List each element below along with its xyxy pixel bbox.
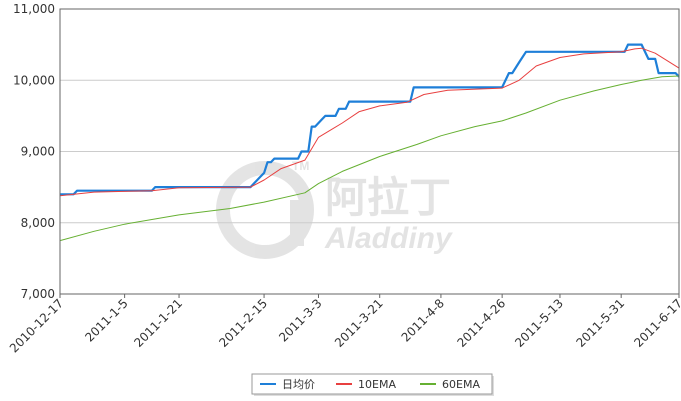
svg-text:Aladdiny: Aladdiny: [324, 222, 453, 255]
x-tick-label: 2011-1-21: [131, 296, 185, 350]
x-tick-label: 2010-12-17: [7, 296, 66, 355]
x-tick-label: 2011-5-31: [573, 296, 627, 350]
x-axis-ticks: 2010-12-17 2011-1-5 2011-1-21 2011-2-15 2011…: [7, 294, 681, 355]
x-tick-label: 2011-2-15: [216, 296, 270, 350]
legend-label-0: 日均价: [282, 378, 315, 391]
series-line-2: [59, 75, 680, 242]
x-tick-label: 2011-6-17: [631, 296, 681, 350]
y-tick-label: 11,000: [13, 2, 55, 16]
x-tick-label: 2011-3-21: [332, 296, 386, 350]
series-lines: [59, 43, 680, 242]
x-tick-label: 2011-4-26: [454, 296, 508, 350]
x-tick-label: 2011-3-3: [276, 296, 324, 344]
x-tick-label: 2011-5-13: [512, 296, 566, 350]
svg-text:TM: TM: [292, 159, 309, 173]
series-line-1: [59, 47, 680, 197]
legend-label-2: 60EMA: [442, 378, 480, 391]
y-tick-label: 9,000: [21, 145, 55, 159]
y-tick-label: 7,000: [21, 287, 55, 301]
y-tick-label: 10,000: [13, 73, 55, 87]
svg-text:阿拉丁: 阿拉丁: [325, 173, 451, 222]
legend: 日均价 10EMA 60EMA: [251, 373, 494, 396]
x-tick-label: 2011-4-8: [399, 296, 447, 344]
legend-label-1: 10EMA: [358, 378, 396, 391]
legend-box: [251, 373, 493, 395]
y-tick-label: 8,000: [21, 216, 55, 230]
x-tick-label: 2011-1-5: [82, 296, 130, 344]
series-line-0: [60, 43, 680, 196]
plot-area-frame: [59, 8, 680, 295]
y-axis-ticks: 7,000 8,000 9,000 10,000 11,000: [13, 2, 55, 301]
